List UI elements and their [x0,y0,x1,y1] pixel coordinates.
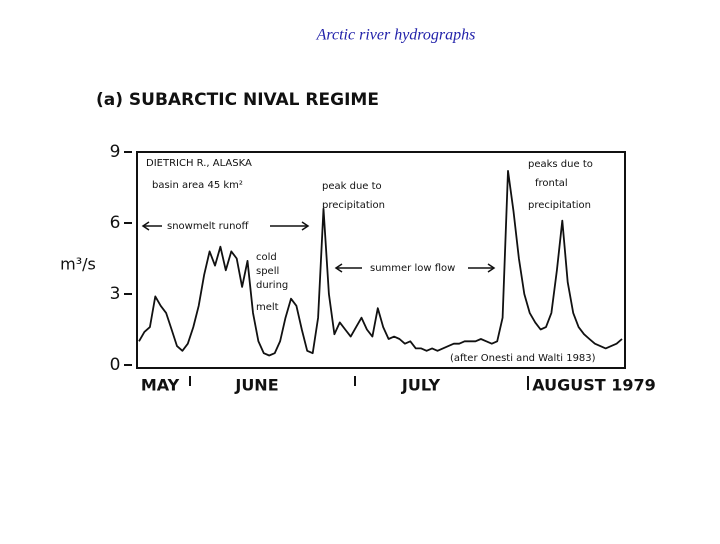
x-month-label: MAY [141,376,180,395]
annotation: peak due to [322,181,382,192]
plot-frame [136,151,626,369]
annotation: precipitation [528,200,591,211]
annotation: basin area 45 km² [152,180,243,191]
y-tick-label: 3 [110,284,121,304]
annotation: melt [256,302,279,313]
arrows [141,221,496,273]
chart-title: (a) SUBARCTIC NIVAL REGIME [96,90,379,110]
annotation: DIETRICH R., ALASKA [146,158,252,169]
x-month-label: AUGUST 1979 [532,376,656,395]
hydrograph-line [138,170,623,357]
annotation: spell [256,266,279,277]
y-tick-label: 9 [110,142,121,162]
x-month-label: JULY [401,376,441,395]
annotation: (after Onesti and Walti 1983) [450,353,596,364]
annotation: frontal [535,178,568,189]
month-ticks [189,376,529,390]
y-tick-label: 0 [110,355,121,375]
annotation: cold [256,252,277,263]
annotation: precipitation [322,200,385,211]
y-axis-label: m³/s [60,255,96,274]
annotation: snowmelt runoff [167,221,250,232]
slide-title: Arctic river hydrographs [316,27,476,44]
annotation: during [256,280,288,291]
annotation: peaks due to [528,159,593,170]
y-tick-label: 6 [110,213,121,233]
annotation: summer low flow [370,263,455,274]
x-month-label: JUNE [234,376,278,395]
